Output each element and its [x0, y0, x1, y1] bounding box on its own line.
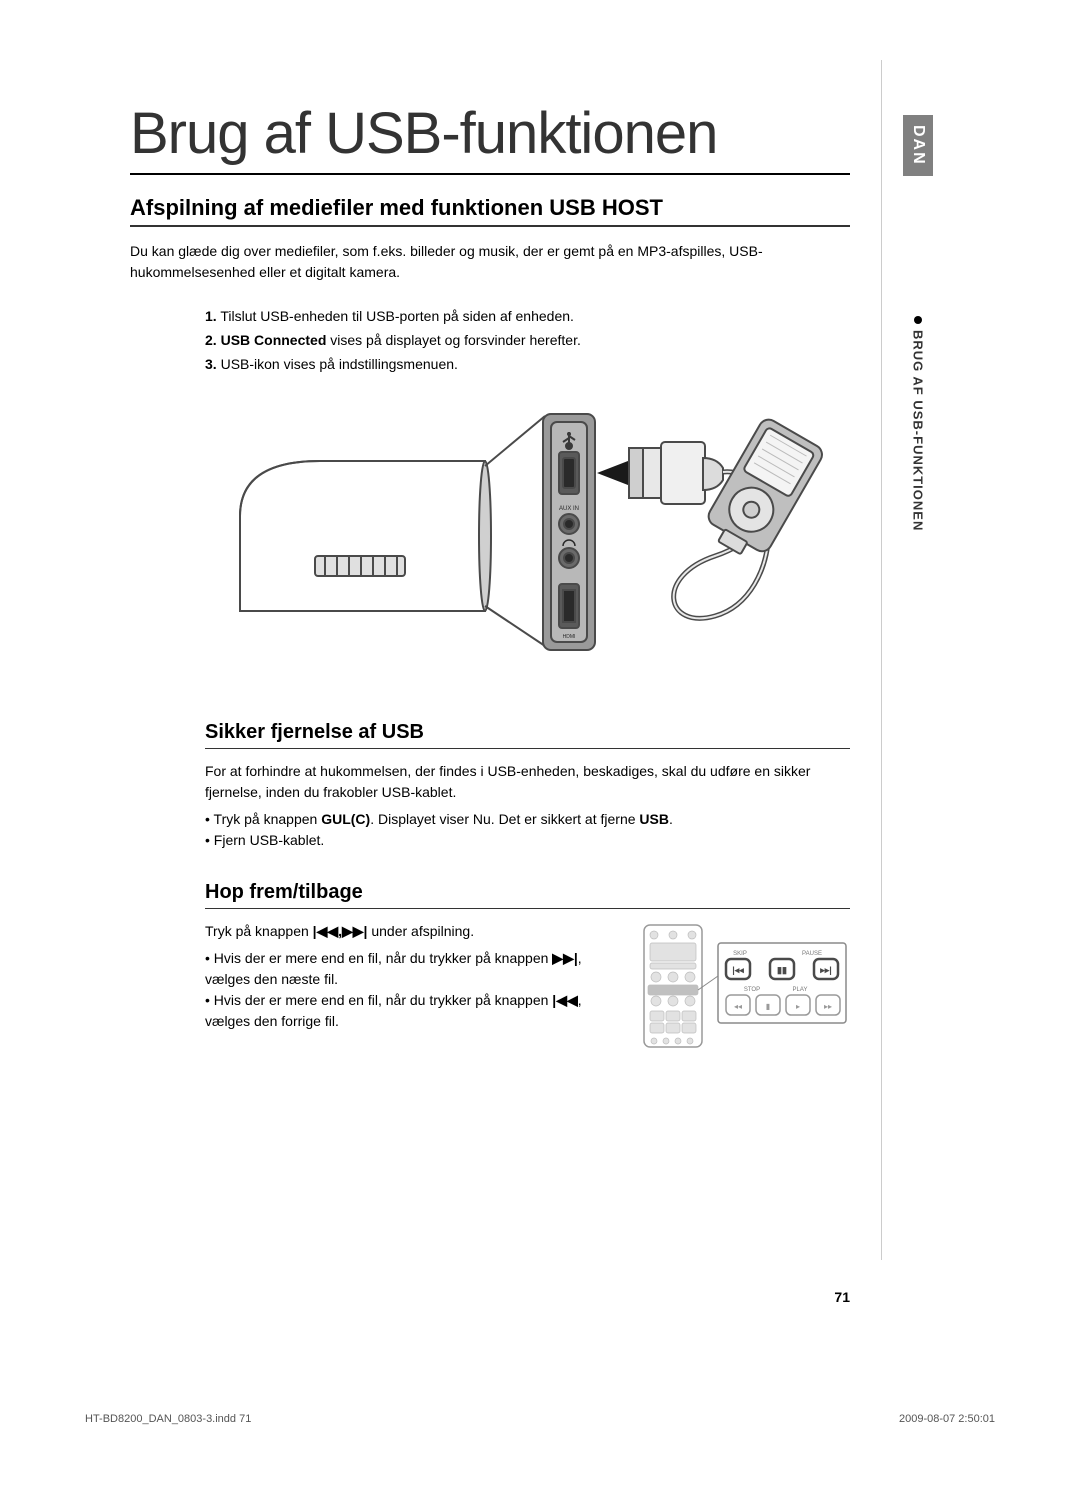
usb-connection-diagram: AUX IN HDMI — [225, 406, 850, 671]
section3-bullet-1: • Hvis der er mere end en fil, når du tr… — [205, 948, 620, 990]
step-3-num: 3. — [205, 356, 217, 372]
remote-diagram: SKIP PAUSE STOP PLAY — [640, 921, 850, 1056]
step-3: 3. USB-ikon vises på indstillingsmenuen. — [205, 353, 850, 377]
section-tab: BRUG AF USB-FUNKTIONEN — [911, 316, 926, 531]
page-number: 71 — [834, 1289, 850, 1305]
step-2-num: 2. — [205, 332, 217, 348]
section2-title: Sikker fjernelse af USB — [205, 721, 850, 749]
content: Brug af USB-funktionen Afspilning af med… — [130, 100, 850, 1056]
step-1-num: 1. — [205, 308, 217, 324]
section2-bullet-2: • Fjern USB-kablet. — [205, 830, 850, 851]
svg-text:▸▸|: ▸▸| — [819, 965, 832, 975]
section3-bullet-2: • Hvis der er mere end en fil, når du tr… — [205, 990, 620, 1032]
skip-back-icon: |◀◀ — [552, 992, 577, 1008]
section3: Hop frem/tilbage Tryk på knappen |◀◀,▶▶|… — [205, 881, 850, 1056]
footer-left: HT-BD8200_DAN_0803-3.indd 71 — [85, 1413, 251, 1425]
footer-right: 2009-08-07 2:50:01 — [899, 1413, 995, 1425]
bullet-icon — [914, 316, 922, 324]
svg-text:|◂◂: |◂◂ — [732, 965, 744, 975]
language-tab: DAN — [903, 115, 933, 176]
section1-intro: Du kan glæde dig over mediefiler, som f.… — [130, 241, 850, 283]
stop-label: STOP — [744, 987, 760, 993]
footer: HT-BD8200_DAN_0803-3.indd 71 2009-08-07 … — [85, 1413, 995, 1425]
section-tab-label: BRUG AF USB-FUNKTIONEN — [911, 330, 926, 531]
step-3-text: USB-ikon vises på indstillingsmenuen. — [221, 356, 458, 372]
skip-back-fwd-icon: |◀◀,▶▶| — [313, 923, 368, 939]
svg-text:◂◂: ◂◂ — [734, 1002, 742, 1011]
svg-text:▮▮: ▮▮ — [777, 965, 787, 975]
play-label: PLAY — [793, 987, 808, 993]
svg-text:▮: ▮ — [766, 1002, 770, 1011]
vertical-rule — [881, 60, 882, 1260]
pause-label: PAUSE — [802, 951, 822, 957]
section2-bullet-1: • Tryk på knappen GUL(C). Displayet vise… — [205, 809, 850, 830]
side-tab: DAN BRUG AF USB-FUNKTIONEN — [901, 115, 935, 531]
section2: Sikker fjernelse af USB For at forhindre… — [205, 721, 850, 851]
step-1-text: Tilslut USB-enheden til USB-porten på si… — [220, 308, 574, 324]
section1-title: Afspilning af mediefiler med funktionen … — [130, 195, 850, 227]
svg-text:▸▸: ▸▸ — [824, 1002, 832, 1011]
skip-label: SKIP — [733, 951, 747, 957]
step-1: 1. Tilslut USB-enheden til USB-porten på… — [205, 305, 850, 329]
section2-para: For at forhindre at hukommelsen, der fin… — [205, 761, 850, 803]
step-2: 2. USB Connected vises på displayet og f… — [205, 329, 850, 353]
svg-text:▸: ▸ — [796, 1002, 800, 1011]
svg-text:HDMI: HDMI — [563, 634, 576, 640]
step-2-bold: USB Connected — [221, 332, 327, 348]
step-2-text: vises på displayet og forsvinder herefte… — [326, 332, 580, 348]
page-title: Brug af USB-funktionen — [130, 100, 850, 175]
skip-forward-icon: ▶▶| — [552, 950, 577, 966]
step-list: 1. Tilslut USB-enheden til USB-porten på… — [205, 305, 850, 376]
section3-title: Hop frem/tilbage — [205, 881, 850, 909]
svg-text:AUX IN: AUX IN — [559, 506, 579, 512]
section3-line1: Tryk på knappen |◀◀,▶▶| under afspilning… — [205, 921, 620, 942]
